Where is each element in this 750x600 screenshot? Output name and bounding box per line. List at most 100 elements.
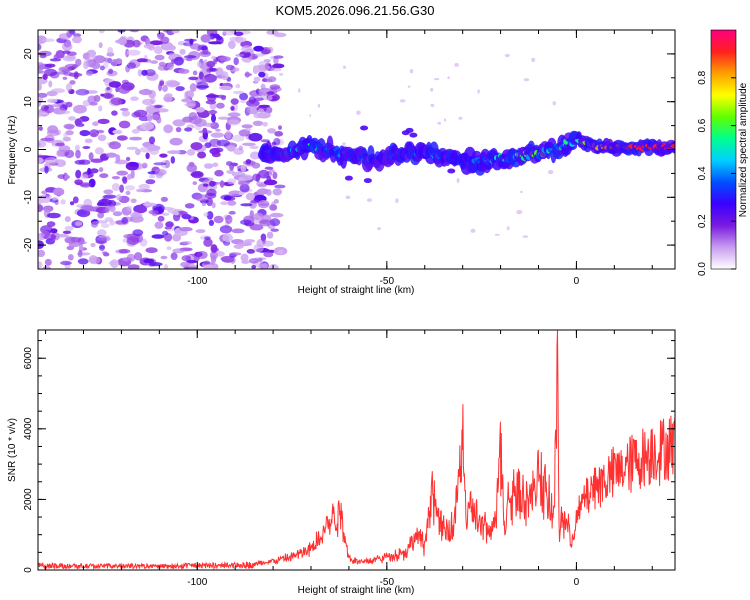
noise-speckle [185, 57, 193, 62]
noise-speckle [182, 241, 192, 245]
noise-speckle [98, 167, 104, 173]
noise-speckle [166, 62, 174, 71]
noise-speckle [228, 210, 236, 215]
noise-speckle [80, 174, 89, 180]
noise-speckle [246, 249, 255, 254]
noise-speckle [211, 114, 216, 123]
noise-speckle [238, 129, 251, 137]
noise-speckle [65, 101, 73, 108]
noise-speckle [65, 124, 75, 130]
noise-speckle [156, 32, 165, 38]
noise-speckle [226, 169, 235, 174]
noise-speckle [75, 58, 82, 67]
noise-speckle [69, 201, 75, 206]
noise-speckle [75, 88, 90, 96]
noise-speckle [61, 42, 73, 52]
noise-speckle [121, 217, 128, 224]
noise-speckle [138, 183, 151, 190]
noise-speckle [160, 255, 168, 260]
noise-speckle [273, 55, 284, 59]
noise-speckle [141, 69, 148, 76]
noise-speckle [84, 138, 93, 144]
noise-speckle [143, 88, 150, 93]
noise-speckle [183, 42, 193, 47]
snr-ylabel: SNR (10 * v/v) [7, 418, 18, 482]
colorbar-gradient [711, 30, 736, 269]
noise-speckle [209, 66, 214, 72]
noise-speckle [258, 169, 270, 179]
noise-speckle [253, 212, 264, 221]
sparse-speckle [377, 227, 381, 231]
noise-speckle [91, 62, 101, 70]
noise-speckle [217, 116, 231, 120]
noise-speckle [124, 185, 136, 191]
spectrogram-y-tick-label: -20 [23, 237, 34, 252]
noise-speckle [185, 90, 194, 99]
noise-speckle [160, 36, 170, 44]
noise-speckle [239, 183, 250, 193]
noise-speckle [209, 180, 216, 187]
noise-speckle [210, 132, 225, 138]
noise-speckle [227, 112, 241, 117]
noise-speckle [60, 260, 72, 266]
noise-speckle [228, 190, 243, 197]
sparse-speckle [345, 195, 351, 200]
sparse-speckle [437, 121, 442, 125]
noise-speckle [237, 37, 247, 43]
noise-speckle [143, 43, 155, 49]
noise-speckle [89, 129, 99, 138]
noise-speckle [136, 188, 144, 193]
noise-speckle [114, 159, 128, 165]
noise-speckle [140, 122, 155, 131]
noise-speckle [166, 80, 181, 87]
noise-speckle [163, 30, 169, 33]
noise-speckle [270, 228, 279, 232]
noise-speckle [202, 183, 209, 187]
noise-speckle [268, 263, 279, 269]
noise-speckle [38, 157, 44, 164]
noise-speckle [106, 87, 111, 91]
noise-speckle [77, 249, 83, 258]
noise-speckle [240, 253, 249, 262]
noise-speckle [98, 42, 103, 49]
noise-speckle [250, 199, 261, 204]
noise-speckle [251, 265, 257, 269]
noise-speckle [244, 71, 250, 78]
sparse-speckle [458, 116, 463, 120]
colorbar-tick-label: 0.8 [697, 70, 708, 84]
sparse-speckle [506, 226, 510, 231]
noise-speckle [277, 249, 284, 255]
noise-speckle [225, 64, 235, 71]
noise-speckle [126, 146, 139, 150]
noise-speckle [190, 142, 203, 151]
noise-speckle [254, 53, 265, 57]
noise-speckle [231, 134, 245, 142]
noise-speckle [105, 204, 111, 213]
noise-speckle [178, 68, 190, 74]
colorbar-tick-label: 0.2 [697, 214, 708, 228]
noise-speckle [230, 106, 235, 111]
noise-speckle [93, 55, 106, 64]
noise-speckle [256, 181, 267, 187]
noise-speckle [74, 179, 83, 186]
noise-speckle [43, 206, 52, 213]
noise-speckle [134, 208, 147, 213]
noise-speckle [188, 76, 199, 81]
noise-speckle [62, 76, 68, 80]
noise-speckle [219, 225, 233, 234]
noise-speckle [137, 69, 143, 77]
noise-speckle [221, 71, 229, 81]
noise-speckle [126, 253, 136, 262]
noise-speckle [64, 216, 71, 223]
noise-speckle [186, 163, 198, 173]
noise-speckle [67, 254, 74, 261]
snr-ticks: -100 -50 0 0 2000 4000 6000 [23, 330, 675, 588]
noise-speckle [253, 45, 264, 52]
noise-speckle [245, 127, 252, 132]
noise-speckle [75, 169, 82, 179]
ridge-blob [409, 132, 418, 138]
noise-speckle [115, 86, 120, 93]
spectrogram-image [38, 30, 675, 269]
noise-speckle [146, 145, 161, 151]
